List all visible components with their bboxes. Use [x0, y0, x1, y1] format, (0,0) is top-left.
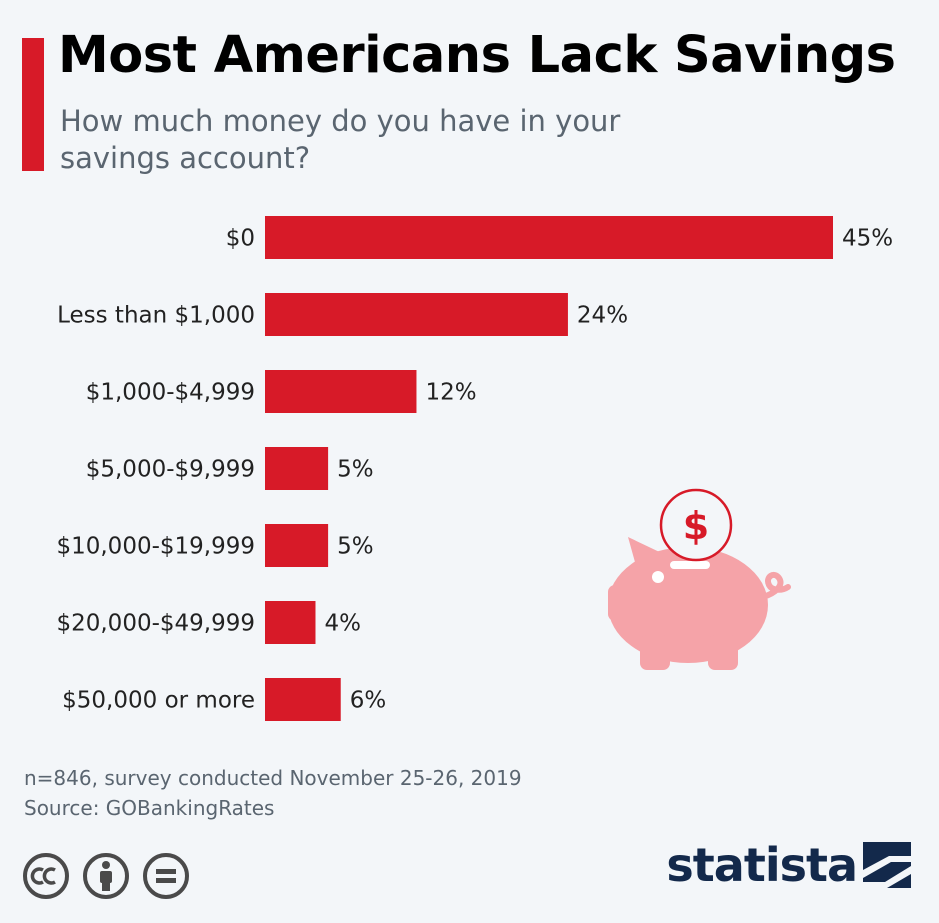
bar: [265, 293, 568, 336]
chart-subtitle: How much money do you have in your savin…: [60, 104, 621, 175]
value-label: 45%: [842, 226, 893, 252]
value-label: 12%: [425, 380, 476, 406]
value-label: 5%: [337, 534, 374, 560]
source-note: Source: GOBankingRates: [24, 796, 275, 820]
statista-brand[interactable]: statista: [666, 842, 911, 888]
bar: [265, 216, 833, 259]
bar: [265, 678, 341, 721]
bar-chart: $0 45% Less than $1,000 24% $1,000-$4,999 12%…: [56, 216, 893, 721]
dollar-coin-icon: $: [659, 488, 733, 562]
bar: [265, 370, 417, 413]
no-derivatives-icon[interactable]: [142, 852, 190, 900]
value-label: 4%: [324, 611, 361, 637]
value-label: 6%: [350, 688, 387, 714]
cc-icon[interactable]: [22, 852, 70, 900]
category-label: $5,000-$9,999: [86, 457, 255, 483]
accent-bar: [22, 38, 44, 171]
license-icons: [22, 852, 190, 900]
statista-logo-icon: [863, 842, 911, 888]
value-label: 24%: [577, 303, 628, 329]
category-label: $50,000 or more: [62, 688, 255, 714]
bar: [265, 601, 316, 644]
chart-title: Most Americans Lack Savings: [58, 26, 896, 85]
category-label: $1,000-$4,999: [86, 380, 255, 406]
bar: [265, 524, 329, 567]
category-label: Less than $1,000: [57, 303, 255, 329]
piggy-bank-icon: $: [608, 488, 791, 670]
survey-note: n=846, survey conducted November 25-26, …: [24, 766, 522, 790]
bar: [265, 447, 329, 490]
category-label: $10,000-$19,999: [56, 534, 255, 560]
brand-name: statista: [666, 838, 858, 892]
piggy-eye: [652, 571, 664, 583]
piggy-body: [608, 537, 791, 670]
attribution-icon[interactable]: [82, 852, 130, 900]
coin-slot: [670, 561, 710, 569]
value-label: 5%: [337, 457, 374, 483]
category-label: $20,000-$49,999: [56, 611, 255, 637]
category-label: $0: [226, 226, 255, 252]
coin-symbol: $: [683, 504, 709, 548]
